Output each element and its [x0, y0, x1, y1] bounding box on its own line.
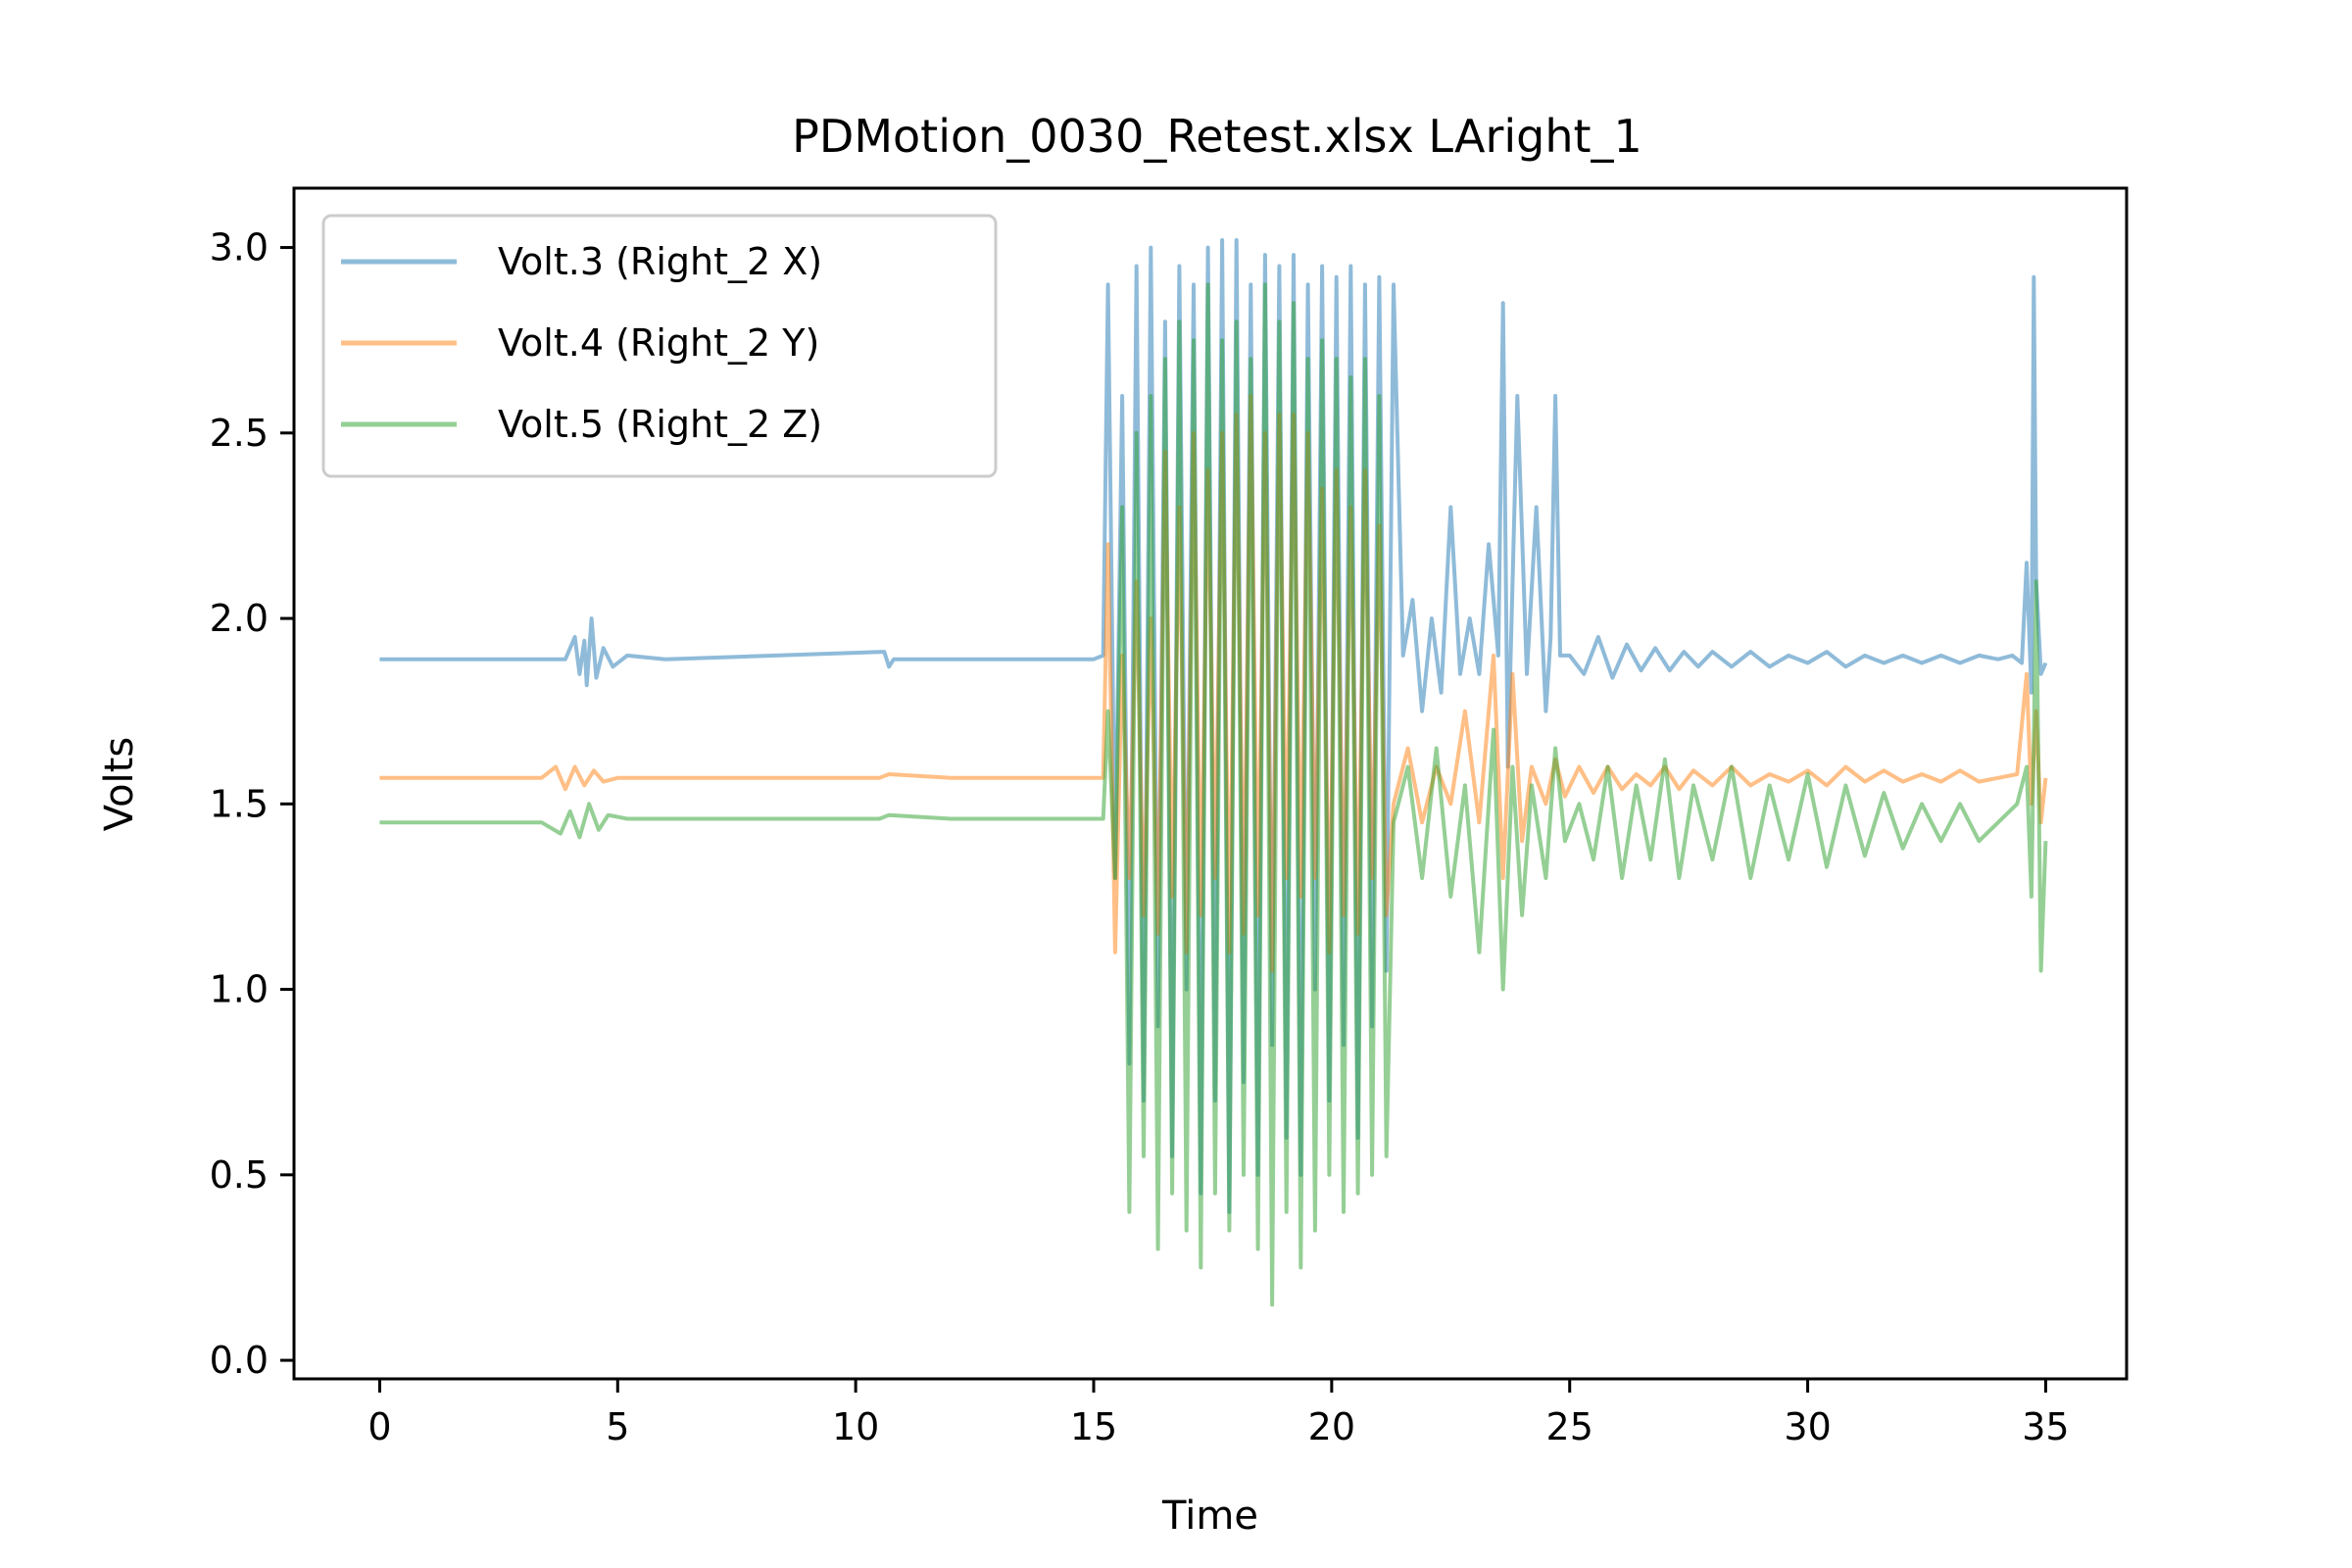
legend-entry-y: Volt.4 (Right_2 Y) [498, 321, 819, 365]
y-tick-label: 1.5 [210, 782, 269, 825]
y-tick-label: 2.0 [210, 597, 269, 640]
x-tick-label: 10 [832, 1405, 879, 1448]
x-tick-label: 35 [2022, 1405, 2069, 1448]
y-axis: 0.0 0.5 1.0 1.5 2.0 2.5 3.0 [210, 226, 294, 1382]
series-line-2 [379, 282, 2048, 1307]
legend: Volt.3 (Right_2 X) Volt.4 (Right_2 Y) Vo… [321, 214, 998, 478]
x-tick-label: 5 [606, 1405, 629, 1448]
x-tick-label: 25 [1546, 1405, 1593, 1448]
y-tick-label: 0.5 [210, 1153, 269, 1197]
x-tick-label: 30 [1784, 1405, 1831, 1448]
x-axis-label: Time [1161, 1494, 1258, 1539]
x-axis: 0 5 10 15 20 25 30 35 [368, 1379, 2070, 1448]
legend-box [321, 214, 998, 478]
legend-entry-z: Volt.5 (Right_2 Z) [498, 403, 822, 446]
y-tick-label: 3.0 [210, 226, 269, 270]
x-tick-label: 0 [368, 1405, 391, 1448]
chart-title: PDMotion_0030_Retest.xlsx LAright_1 [792, 110, 1642, 163]
y-tick-label: 2.5 [210, 412, 269, 455]
x-tick-label: 15 [1070, 1405, 1117, 1448]
y-tick-label: 1.0 [210, 968, 269, 1011]
plot-area-frame [292, 186, 2129, 1381]
legend-entry-x: Volt.3 (Right_2 X) [498, 240, 822, 283]
y-axis-label: Volts [97, 737, 142, 831]
x-tick-label: 20 [1308, 1405, 1355, 1448]
series-layer [379, 238, 2048, 1307]
series-line-1 [379, 394, 2048, 973]
y-tick-label: 0.0 [210, 1339, 269, 1382]
